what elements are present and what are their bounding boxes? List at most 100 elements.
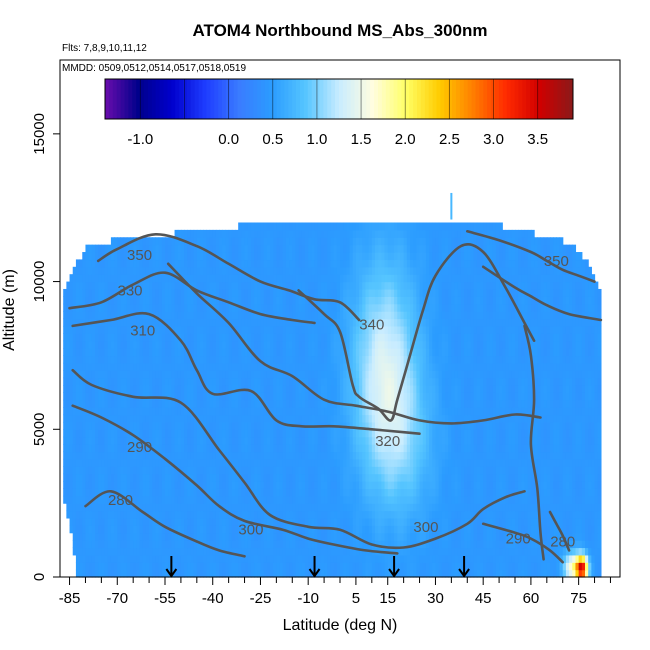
heatmap-cell <box>311 480 316 489</box>
heatmap-cell <box>375 562 379 571</box>
heatmap-cell <box>101 517 106 526</box>
heatmap-cell <box>511 510 516 519</box>
heatmap-cell <box>270 473 274 482</box>
heatmap-cell <box>425 421 430 430</box>
heatmap-cell <box>365 414 370 423</box>
heatmap-cell <box>349 525 354 534</box>
heatmap-cell <box>578 414 583 423</box>
heatmap-cell <box>209 473 214 482</box>
heatmap-cell <box>203 562 207 571</box>
heatmap-cell <box>289 503 293 512</box>
heatmap-cell <box>110 547 115 556</box>
heatmap-cell <box>152 473 157 482</box>
heatmap-cell <box>486 510 491 519</box>
heatmap-cell <box>126 569 131 578</box>
heatmap-cell <box>572 458 577 467</box>
heatmap-cell <box>470 444 475 453</box>
heatmap-cell <box>410 436 414 445</box>
heatmap-cell <box>98 399 102 408</box>
heatmap-cell <box>139 562 144 571</box>
heatmap-cell <box>581 384 586 393</box>
heatmap-cell <box>244 466 249 475</box>
heatmap-cell <box>117 362 122 371</box>
heatmap-cell <box>511 525 516 534</box>
heatmap-cell <box>371 517 376 526</box>
heatmap-cell <box>486 444 491 453</box>
heatmap-cell <box>416 377 421 386</box>
heatmap-cell <box>400 362 405 371</box>
heatmap-cell <box>454 407 459 416</box>
heatmap-cell <box>575 444 580 453</box>
heatmap-cell <box>588 488 592 497</box>
heatmap-cell <box>120 414 125 423</box>
heatmap-cell <box>263 488 268 497</box>
heatmap-cell <box>588 532 592 541</box>
heatmap-cell <box>562 488 567 497</box>
heatmap-cell <box>282 473 287 482</box>
heatmap-cell <box>193 532 198 541</box>
heatmap-cell <box>546 569 551 578</box>
heatmap-cell <box>130 466 134 475</box>
heatmap-cell <box>394 436 398 445</box>
heatmap-cell <box>88 562 93 571</box>
heatmap-cell <box>505 458 510 467</box>
heatmap-cell <box>212 377 217 386</box>
heatmap-cell <box>168 562 172 571</box>
heatmap-cell <box>543 458 548 467</box>
heatmap-cell <box>445 362 449 371</box>
heatmap-cell <box>365 370 370 379</box>
heatmap-cell <box>120 370 125 379</box>
heatmap-cell <box>282 510 287 519</box>
heatmap-cell <box>133 517 137 526</box>
heatmap-cell <box>375 510 379 519</box>
heatmap-cell <box>365 384 370 393</box>
heatmap-cell <box>206 569 211 578</box>
heatmap-cell <box>511 436 516 445</box>
heatmap-cell <box>123 399 128 408</box>
heatmap-cell <box>200 510 204 519</box>
heatmap-cell <box>495 562 500 571</box>
heatmap-cell <box>203 569 207 578</box>
heatmap-cell <box>91 510 96 519</box>
heatmap-cell <box>390 525 395 534</box>
heatmap-cell <box>250 377 255 386</box>
heatmap-cell <box>492 510 497 519</box>
heatmap-cell <box>308 547 312 556</box>
heatmap-cell <box>410 392 414 401</box>
heatmap-cell <box>588 517 592 526</box>
heatmap-cell <box>390 362 395 371</box>
heatmap-cell <box>82 355 87 364</box>
heatmap-cell <box>543 473 548 482</box>
heatmap-cell <box>403 414 408 423</box>
heatmap-cell <box>104 503 109 512</box>
heatmap-cell <box>569 517 573 526</box>
heatmap-cell <box>378 355 382 364</box>
heatmap-cell <box>72 414 77 423</box>
heatmap-cell <box>355 377 360 386</box>
heatmap-cell <box>165 540 169 549</box>
heatmap-cell <box>362 421 367 430</box>
heatmap-cell <box>215 554 220 563</box>
heatmap-cell <box>371 355 376 364</box>
heatmap-cell <box>250 355 255 364</box>
heatmap-cell <box>445 517 449 526</box>
heatmap-cell <box>298 569 303 578</box>
heatmap-cell <box>425 414 430 423</box>
heatmap-cell <box>390 377 395 386</box>
heatmap-cell <box>508 444 513 453</box>
heatmap-cell <box>368 392 373 401</box>
heatmap-cell <box>244 436 249 445</box>
heatmap-cell <box>257 480 262 489</box>
heatmap-cell <box>394 562 398 571</box>
heatmap-cell <box>228 414 233 423</box>
heatmap-cell <box>349 429 354 438</box>
heatmap-cell <box>375 407 379 416</box>
heatmap-cell <box>75 569 80 578</box>
heatmap-cell <box>368 517 373 526</box>
heatmap-cell <box>435 362 440 371</box>
heatmap-cell <box>101 466 106 475</box>
heatmap-cell <box>75 540 80 549</box>
heatmap-cell <box>247 569 252 578</box>
heatmap-cell <box>569 562 573 571</box>
heatmap-cell <box>324 495 328 504</box>
